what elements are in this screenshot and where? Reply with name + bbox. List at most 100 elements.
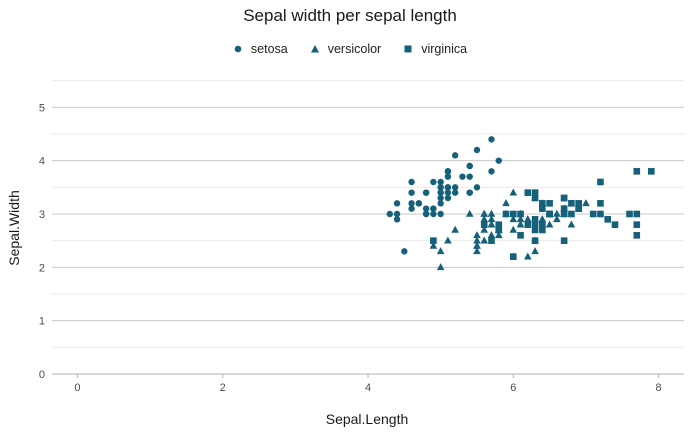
versicolor-point [567,220,576,228]
virginica-point [539,200,546,207]
setosa-point [393,216,401,223]
versicolor-point [538,215,547,223]
legend: setosa versicolor virginica [0,42,700,56]
virginica-point [546,200,553,207]
setosa-point [495,157,502,164]
versicolor-point [480,209,489,217]
virginica-point [648,168,655,175]
versicolor-point [509,215,518,223]
versicolor-point [487,215,496,223]
setosa-point [444,189,452,196]
setosa-point [459,173,466,180]
setosa-point [444,194,452,202]
square-marker-icon [404,45,412,53]
virginica-point [539,205,546,212]
virginica-point [509,253,517,260]
setosa-point [437,184,444,191]
versicolor-point [502,199,510,207]
legend-label: virginica [421,42,468,56]
setosa-point [444,173,452,180]
versicolor-point [509,188,518,196]
virginica-point [488,237,495,244]
y-tick-label: 4 [39,156,45,168]
versicolor-point [494,231,503,239]
setosa-point [437,189,444,196]
virginica-point [568,200,575,207]
chart-title: Sepal width per sepal length [243,6,457,25]
x-tick-label: 6 [510,382,516,394]
versicolor-point [553,209,561,217]
virginica-point [560,205,568,212]
y-tick-label: 5 [39,102,45,114]
virginica-point [539,221,546,228]
legend-label: versicolor [327,42,382,56]
versicolor-point [473,241,481,249]
setosa-point [430,178,437,186]
setosa-point [437,178,444,186]
setosa-point [473,146,481,154]
setosa-point [466,162,473,170]
virginica-point [502,210,510,218]
versicolor-point [480,236,489,244]
versicolor-point [487,220,496,228]
setosa-point [386,210,393,218]
virginica-point [597,178,604,186]
x-tick-label: 0 [74,382,80,394]
setosa-point [451,184,459,191]
x-tick-label: 4 [365,382,371,394]
virginica-point [531,226,539,234]
data-points [386,136,655,271]
setosa-point [430,205,437,212]
versicolor-point [509,225,518,233]
virginica-point [633,168,641,175]
triangle-marker-icon [310,45,319,53]
virginica-point [531,189,539,196]
versicolor-point [480,225,489,233]
circle-marker-icon [234,45,242,53]
virginica-point [575,200,582,207]
virginica-point [575,205,582,212]
virginica-point [480,221,488,228]
versicolor-point [465,209,474,217]
virginica-point [495,221,503,228]
virginica-point [633,221,641,228]
versicolor-point [524,252,532,260]
setosa-point [466,173,473,180]
virginica-point [430,237,437,244]
virginica-point [509,210,517,218]
virginica-point [568,210,575,218]
setosa-point [401,248,408,255]
versicolor-point [451,225,459,233]
y-tick-label: 1 [39,316,45,328]
grid [52,80,684,348]
setosa-point [451,189,459,196]
setosa-point [408,205,415,212]
y-tick-label: 2 [39,262,45,274]
virginica-point [633,232,641,239]
virginica-point [604,216,612,223]
setosa-point [444,168,452,175]
setosa-point [422,210,430,218]
legend-item-setosa: setosa [233,42,288,56]
setosa-point [488,136,495,143]
y-axis-title: Sepal.Width [6,190,22,265]
virginica-point [589,210,597,218]
setosa-point [451,152,459,159]
x-tick-label: 8 [656,382,662,394]
setosa-point [408,189,415,196]
setosa-point [473,184,481,191]
setosa-point [488,168,495,175]
versicolor-point [429,241,438,249]
versicolor-point [524,215,532,223]
versicolor-point [473,236,481,244]
versicolor-point [553,215,561,223]
virginica-point [539,226,546,234]
virginica-point [531,221,539,228]
legend-item-versicolor: versicolor [310,42,382,56]
virginica-point [633,210,641,218]
versicolor-point [531,247,539,255]
virginica-point [531,216,539,223]
x-axis-title: Sepal.Length [326,411,409,427]
setosa-point [437,194,444,202]
